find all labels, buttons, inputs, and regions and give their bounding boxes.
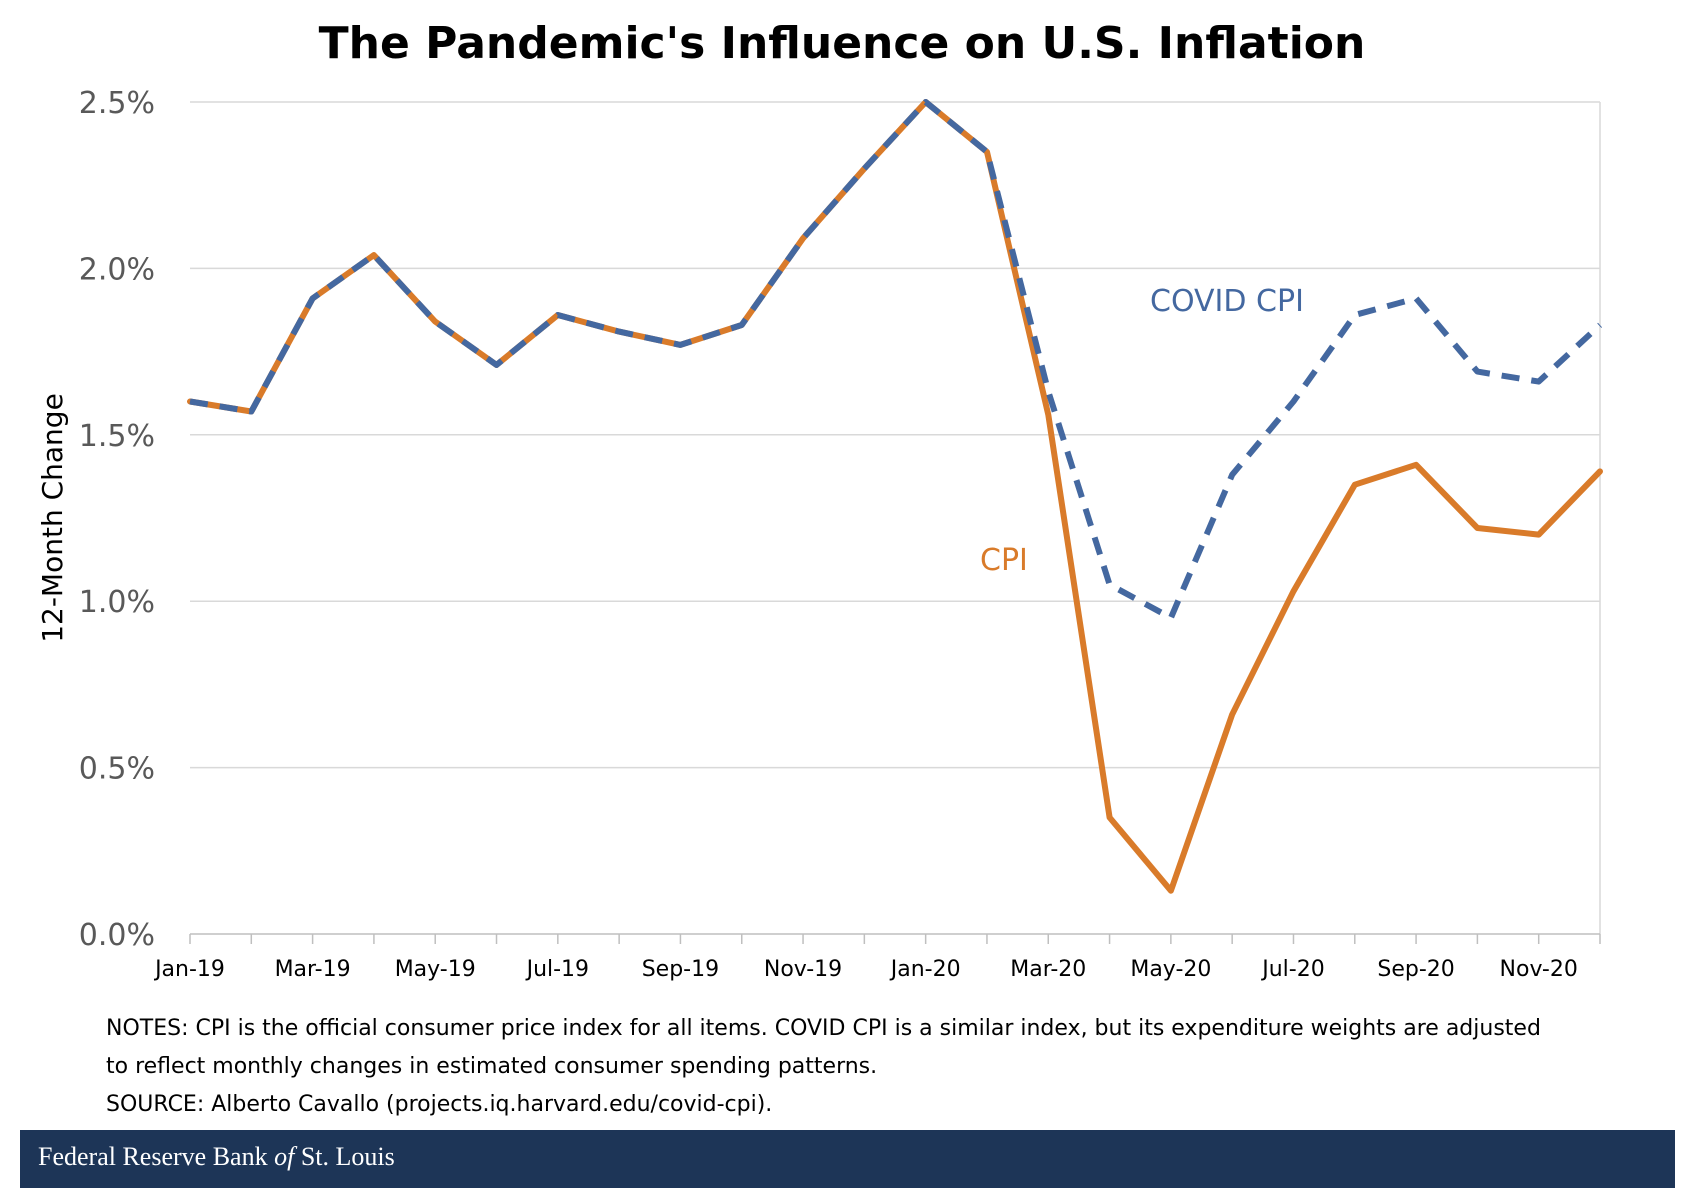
- cpi-line: [187, 99, 1603, 894]
- x-tick-label: May-19: [395, 957, 476, 982]
- x-tick-label: Mar-19: [275, 957, 351, 982]
- x-tick-label: Sep-20: [1377, 957, 1454, 982]
- series-lines: [187, 99, 1603, 894]
- x-tick-label: Jul-20: [1260, 957, 1324, 982]
- footer-text-part1: Federal Reserve Bank: [38, 1142, 275, 1171]
- x-tick-label: Nov-20: [1500, 957, 1578, 982]
- x-tick-label: Jan-19: [153, 957, 225, 982]
- y-axis-ticks: 0.0% 0.5% 1.0% 1.5% 2.0% 2.5%: [79, 86, 155, 953]
- source-line: SOURCE: Alberto Cavallo (projects.iq.har…: [106, 1092, 773, 1117]
- cpi-annotation: CPI: [980, 543, 1028, 578]
- x-tick-label: Nov-19: [764, 957, 842, 982]
- x-axis: Jan-19 Mar-19 May-19 Jul-19 Sep-19 Nov-19 Jan-…: [153, 933, 1601, 982]
- y-tick-label: 1.5%: [79, 419, 155, 454]
- covid-cpi-line: [189, 99, 1603, 621]
- line-chart: The Pandemic's Influence on U.S. Inflati…: [36, 18, 1603, 982]
- x-tick-label: Sep-19: [642, 957, 719, 982]
- chart-title: The Pandemic's Influence on U.S. Inflati…: [319, 18, 1366, 69]
- y-tick-label: 2.0%: [79, 252, 155, 287]
- gridlines: [190, 101, 1601, 934]
- notes-line-2: to reflect monthly changes in estimated …: [106, 1054, 878, 1079]
- footer-text-italic: of: [274, 1142, 295, 1171]
- y-tick-label: 0.5%: [79, 752, 155, 787]
- footer-bar: Federal Reserve Bank of St. Louis: [20, 1130, 1675, 1188]
- y-tick-label: 1.0%: [79, 585, 155, 620]
- x-tick-label: Jan-20: [889, 957, 961, 982]
- chart-notes: NOTES: CPI is the official consumer pric…: [106, 1010, 1666, 1124]
- x-tick-label: Mar-20: [1010, 957, 1086, 982]
- y-tick-label: 2.5%: [79, 86, 155, 121]
- y-tick-label: 0.0%: [79, 918, 155, 953]
- y-axis-label: 12-Month Change: [36, 393, 69, 643]
- notes-line-1: NOTES: CPI is the official consumer pric…: [106, 1016, 1541, 1041]
- footer-org-name: Federal Reserve Bank of St. Louis: [38, 1142, 395, 1172]
- footer-text-part3: St. Louis: [294, 1142, 395, 1171]
- covid-cpi-annotation: COVID CPI: [1150, 284, 1304, 319]
- x-tick-label: May-20: [1130, 957, 1211, 982]
- x-tick-label: Jul-19: [525, 957, 589, 982]
